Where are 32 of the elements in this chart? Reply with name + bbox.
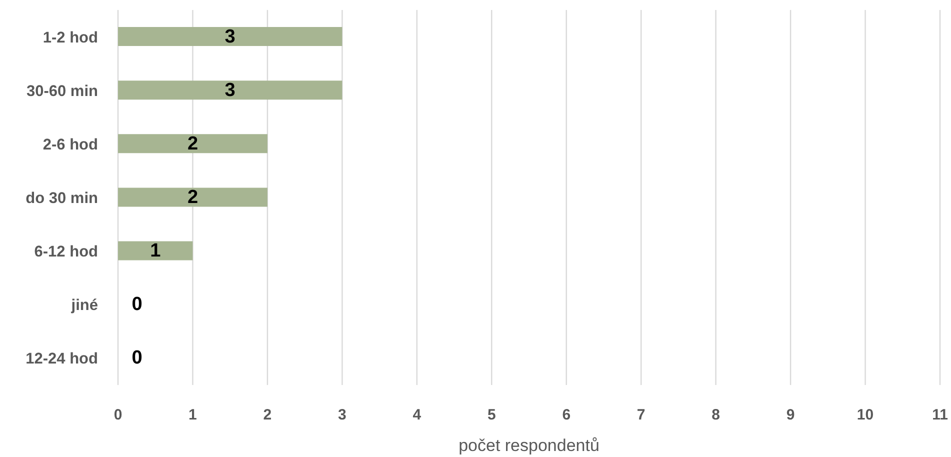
bar [118,134,268,154]
y-tick-label: do 30 min [26,190,98,208]
x-tick-label: 0 [114,406,122,424]
x-tick-label: 1 [188,406,197,424]
y-tick-label: 1-2 hod [42,29,98,46]
bar [118,27,342,46]
x-tick-label: 11 [932,406,948,424]
bar [118,80,342,100]
x-tick-label: 7 [636,406,646,424]
data-label: 1 [150,240,162,262]
x-tick-label: 6 [562,406,571,424]
x-tick-label: 4 [412,406,422,424]
x-tick-label: 8 [712,406,720,424]
x-tick-label: 3 [338,406,346,424]
x-tick-label: 9 [786,406,795,424]
data-label: 3 [224,80,236,101]
y-tick-label: 2-6 hod [42,136,98,154]
data-label: 2 [187,133,198,154]
x-axis-title: počet respondentů [458,436,600,455]
y-tick-label: 12-24 hod [26,350,98,368]
bar [118,241,193,260]
x-tick-label: 10 [856,406,874,424]
bar [118,188,268,207]
x-tick-label: 2 [263,406,272,424]
data-label: 0 [132,294,142,316]
data-label: 2 [187,187,198,208]
data-label: 3 [224,26,236,48]
y-tick-label: jiné [70,297,98,314]
y-tick-label: 30-60 min [26,82,98,100]
data-label: 0 [132,348,142,369]
y-tick-label: 6-12 hod [34,244,98,261]
x-tick-label: 5 [487,406,496,424]
